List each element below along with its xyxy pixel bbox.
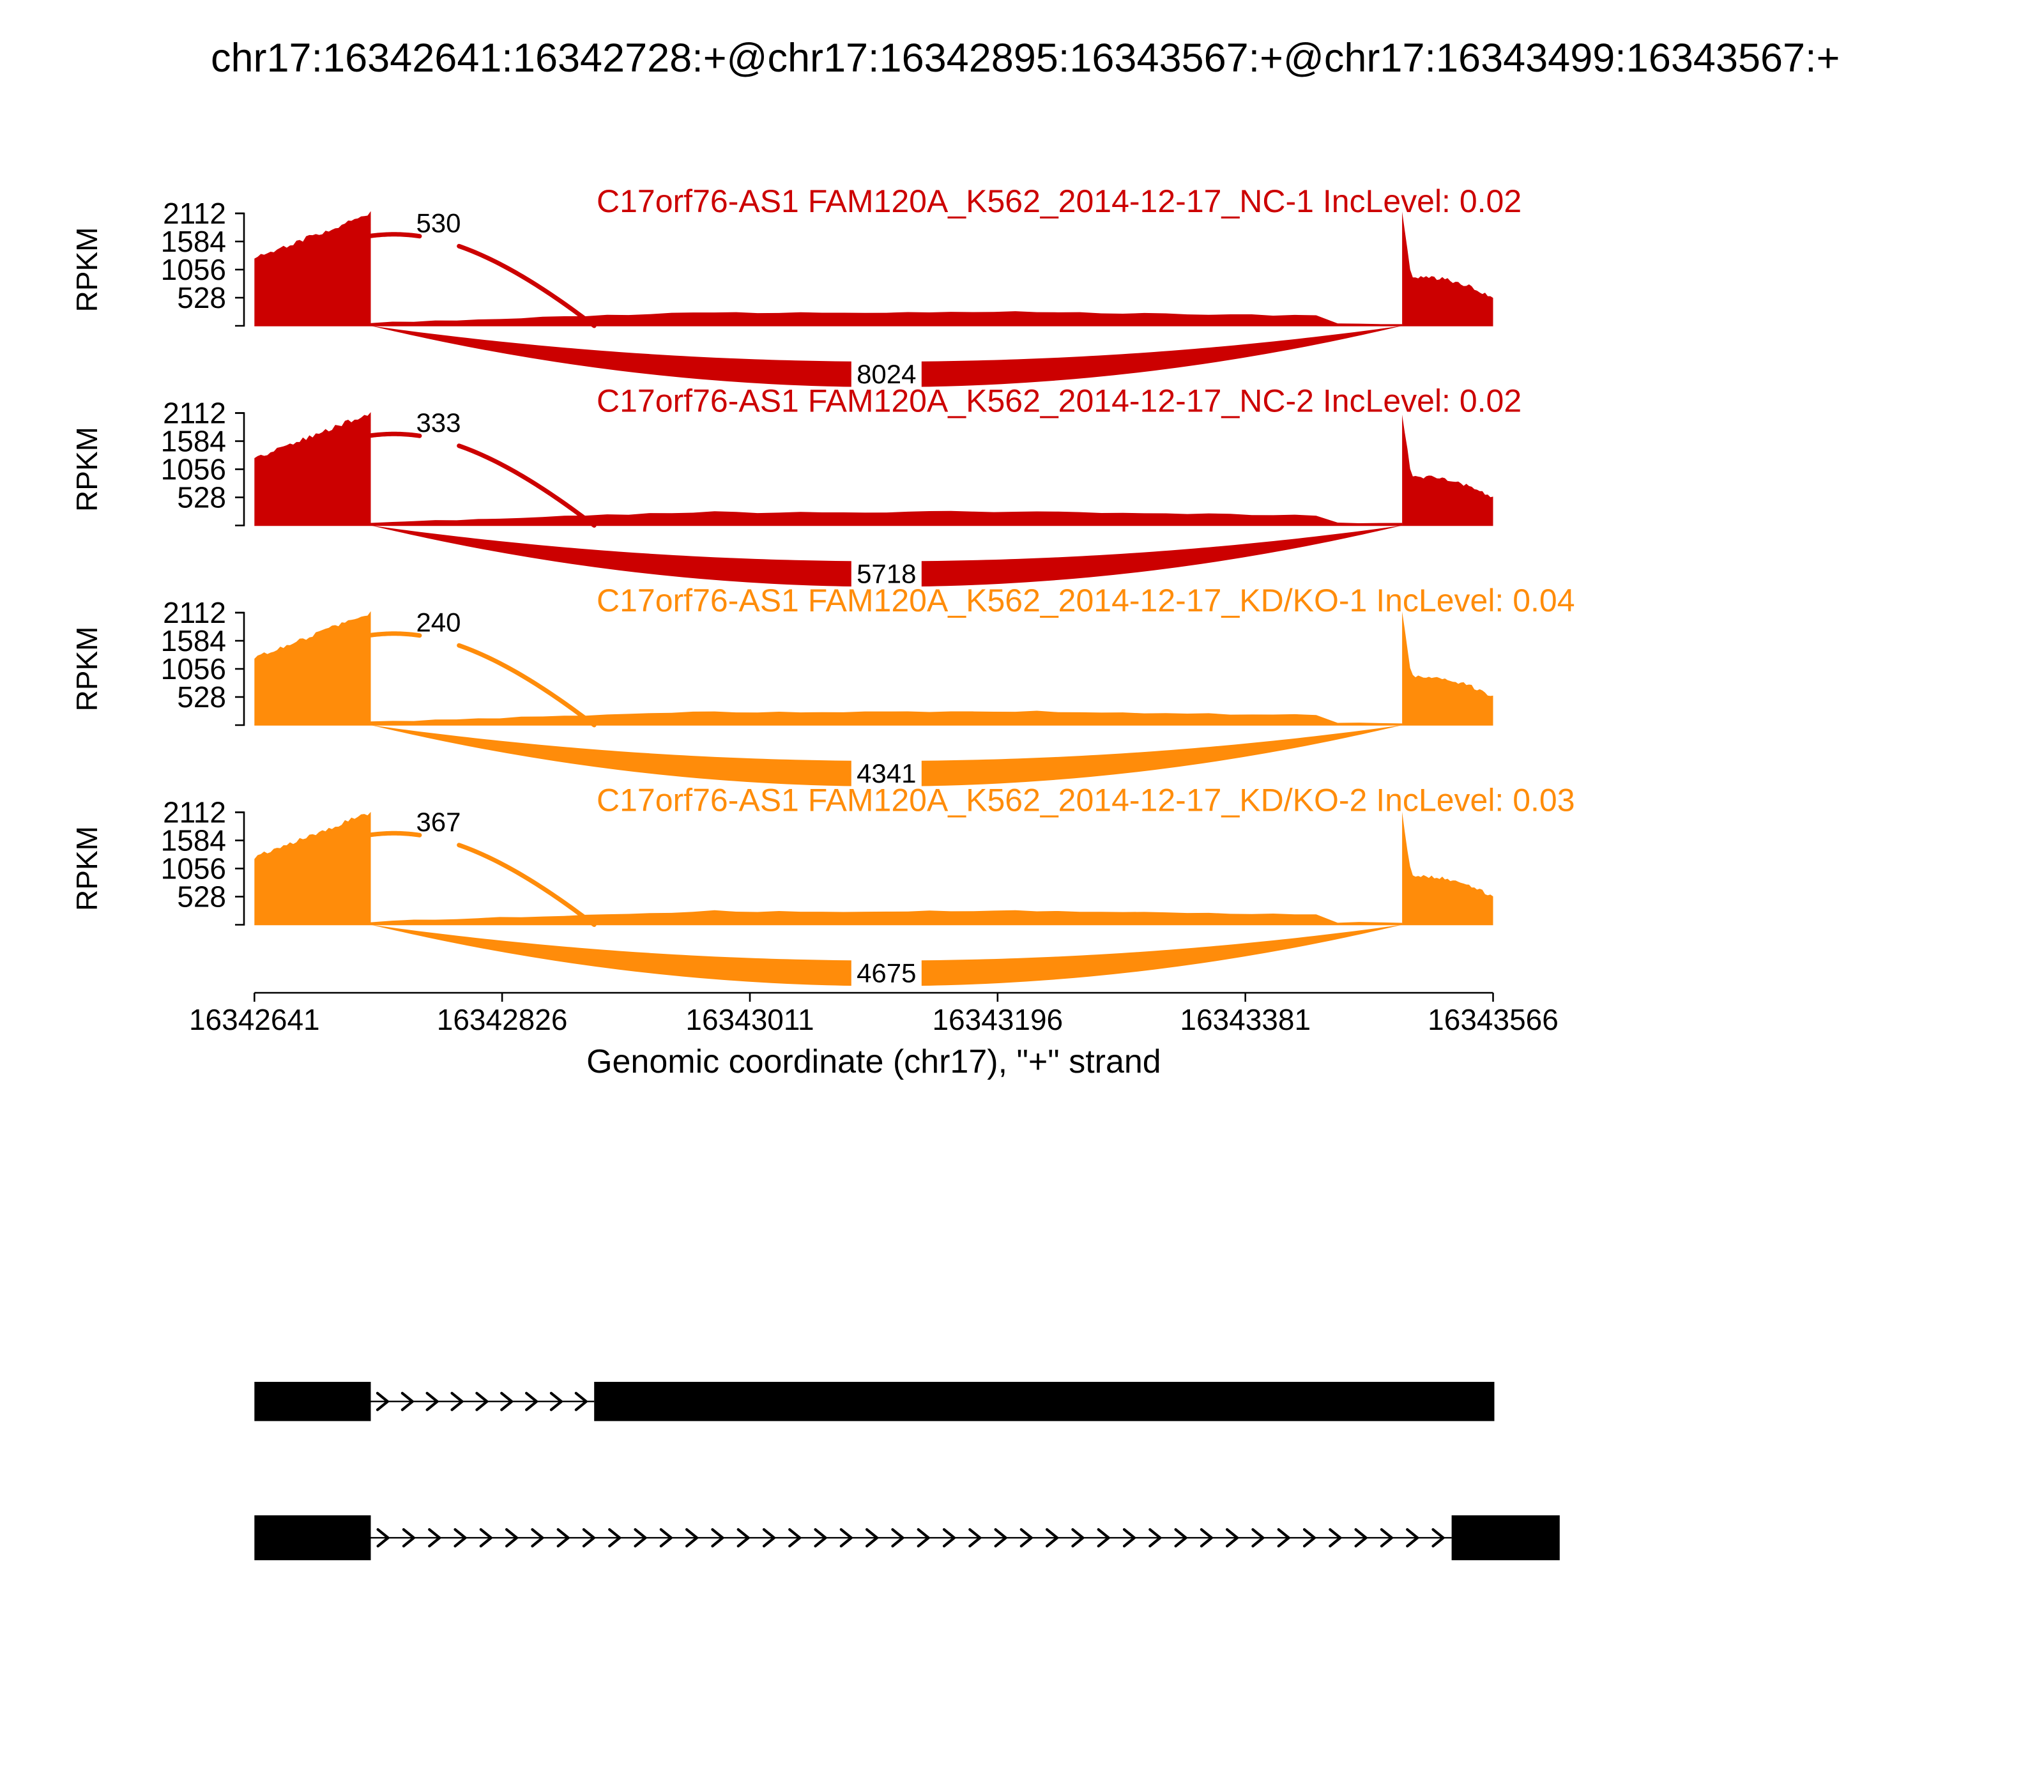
svg-text:16343011: 16343011	[685, 1003, 814, 1036]
svg-text:16343566: 16343566	[1428, 1003, 1559, 1036]
svg-text:16343196: 16343196	[932, 1003, 1063, 1036]
svg-text:Genomic coordinate (chr17), "+: Genomic coordinate (chr17), "+" strand	[586, 1043, 1161, 1080]
svg-text:528: 528	[177, 481, 226, 514]
svg-text:C17orf76-AS1 FAM120A_K562_2014: C17orf76-AS1 FAM120A_K562_2014-12-17_KD/…	[597, 583, 1575, 618]
svg-text:C17orf76-AS1 FAM120A_K562_2014: C17orf76-AS1 FAM120A_K562_2014-12-17_NC-…	[597, 383, 1522, 419]
svg-text:528: 528	[177, 281, 226, 314]
svg-text:4675: 4675	[857, 958, 916, 988]
svg-text:RPKM: RPKM	[70, 427, 103, 512]
svg-text:16342641: 16342641	[189, 1003, 320, 1036]
svg-text:16342826: 16342826	[437, 1003, 568, 1036]
svg-text:RPKM: RPKM	[70, 227, 103, 312]
svg-text:367: 367	[416, 807, 461, 837]
svg-text:chr17:16342641:16342728:+@chr1: chr17:16342641:16342728:+@chr17:16342895…	[211, 36, 1840, 80]
svg-text:240: 240	[416, 608, 461, 638]
svg-text:530: 530	[416, 208, 461, 238]
svg-text:16343381: 16343381	[1180, 1003, 1311, 1036]
svg-text:C17orf76-AS1 FAM120A_K562_2014: C17orf76-AS1 FAM120A_K562_2014-12-17_KD/…	[597, 783, 1575, 818]
svg-text:C17orf76-AS1 FAM120A_K562_2014: C17orf76-AS1 FAM120A_K562_2014-12-17_NC-…	[597, 183, 1522, 219]
svg-text:RPKM: RPKM	[70, 826, 103, 911]
svg-text:RPKM: RPKM	[70, 627, 103, 712]
svg-text:528: 528	[177, 680, 226, 714]
svg-text:528: 528	[177, 880, 226, 914]
svg-text:333: 333	[416, 408, 461, 438]
